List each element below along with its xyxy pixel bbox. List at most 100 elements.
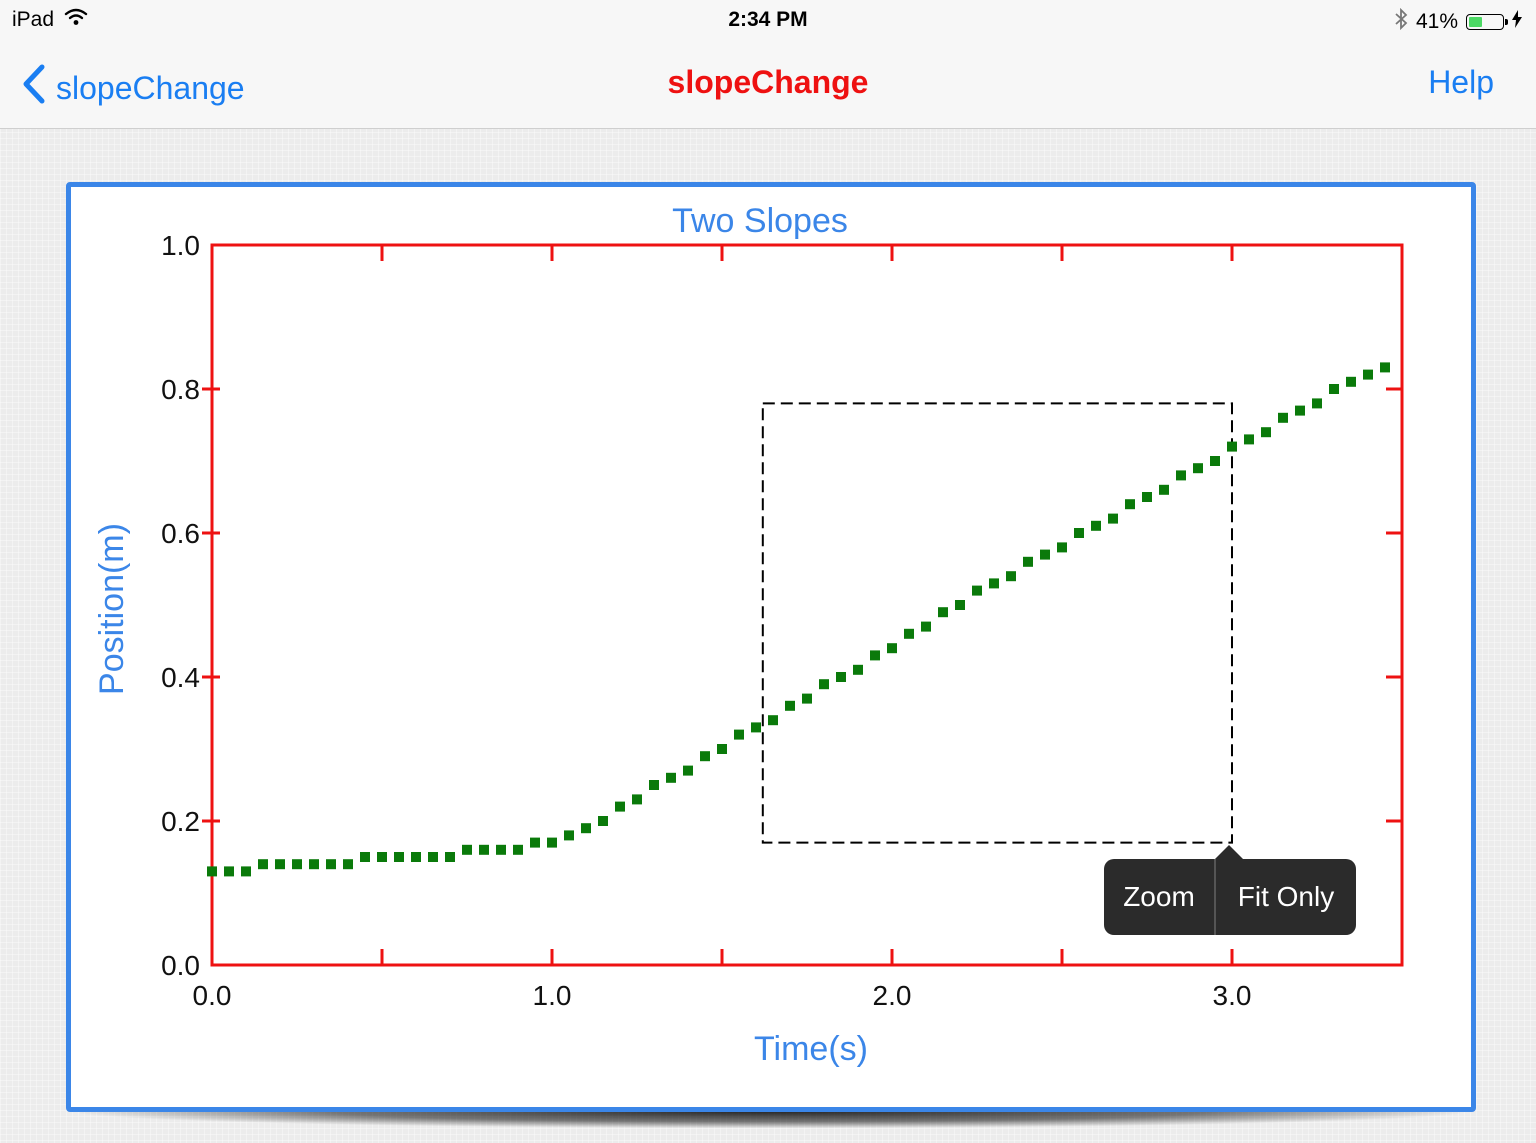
- data-point: [870, 650, 880, 661]
- data-point: [309, 859, 319, 870]
- data-point: [360, 852, 370, 862]
- data-point: [1329, 384, 1339, 394]
- data-point: [513, 844, 523, 855]
- data-point: [989, 578, 999, 589]
- data-point: [1261, 427, 1271, 438]
- y-tick-label: 0.4: [161, 662, 200, 693]
- data-point: [1125, 499, 1135, 510]
- device-name: iPad: [12, 8, 55, 31]
- data-point: [581, 823, 591, 834]
- data-point: [428, 852, 438, 862]
- data-point: [326, 859, 336, 870]
- data-point: [1108, 513, 1118, 524]
- data-point: [904, 628, 914, 639]
- data-point: [1142, 492, 1152, 502]
- data-point: [887, 643, 897, 654]
- data-point: [1023, 556, 1033, 567]
- y-tick-label: 0.6: [161, 518, 200, 549]
- data-point: [224, 866, 234, 877]
- data-point: [1295, 405, 1305, 416]
- chart-panel: Two Slopes 0.0 1.0 2.0 3.0 0.0 0.2 0.4 0.6 0.8 1.…: [66, 182, 1476, 1112]
- status-bar: iPad 2:34 PM 41%: [0, 0, 1536, 40]
- charging-icon: [1512, 10, 1522, 34]
- data-point: [275, 859, 285, 870]
- data-point: [751, 722, 761, 733]
- zoom-button[interactable]: Zoom: [1104, 859, 1216, 935]
- data-point: [377, 852, 387, 862]
- bluetooth-icon: [1394, 7, 1408, 36]
- battery-percent: 41%: [1415, 10, 1458, 33]
- plot-frame: [210, 243, 1404, 967]
- data-point: [1227, 441, 1237, 452]
- data-point: [1346, 376, 1356, 387]
- data-point: [1363, 369, 1373, 380]
- data-point: [615, 801, 625, 812]
- navigation-bar: slopeChange slopeChange Help: [0, 40, 1536, 129]
- data-point: [853, 664, 863, 675]
- x-axis-title: Time(s): [754, 1030, 868, 1068]
- data-point: [1074, 528, 1084, 538]
- data-point: [258, 859, 268, 870]
- y-axis-title: Position(m): [93, 523, 131, 695]
- data-point: [343, 859, 353, 870]
- data-point: [1244, 434, 1254, 445]
- data-point: [819, 679, 829, 690]
- chart-title: Two Slopes: [672, 202, 848, 240]
- y-tick-label: 0.8: [161, 374, 200, 405]
- data-point: [1159, 484, 1169, 495]
- x-tick-label: 3.0: [1213, 980, 1252, 1011]
- data-point: [1312, 398, 1322, 409]
- y-tick-label: 0.2: [161, 806, 200, 837]
- status-time: 2:34 PM: [728, 8, 808, 31]
- data-point: [394, 852, 404, 862]
- x-tick-label: 1.0: [533, 980, 572, 1011]
- data-point: [598, 816, 608, 826]
- fit-only-button[interactable]: Fit Only: [1237, 881, 1335, 912]
- data-point: [1057, 542, 1067, 553]
- data-point: [207, 866, 217, 877]
- chevron-left-icon: [22, 64, 46, 112]
- data-point: [734, 729, 744, 740]
- selection-rectangle: [761, 402, 1233, 844]
- data-point: [649, 780, 659, 790]
- data-point: [1040, 549, 1050, 560]
- data-point: [1380, 362, 1390, 373]
- data-point: [241, 866, 251, 877]
- data-point: [292, 859, 302, 870]
- status-right: 41%: [1394, 7, 1522, 36]
- back-button[interactable]: slopeChange: [22, 64, 245, 112]
- data-point: [530, 837, 540, 848]
- help-button[interactable]: Help: [1428, 64, 1494, 100]
- data-point: [411, 852, 421, 862]
- x-tick-label: 0.0: [193, 980, 232, 1011]
- battery-icon: [1466, 14, 1508, 30]
- data-point: [785, 700, 795, 711]
- wifi-icon: [64, 8, 88, 32]
- data-point: [547, 837, 557, 848]
- y-tick-label: 0.0: [161, 950, 200, 981]
- data-point: [972, 585, 982, 596]
- data-point: [1193, 463, 1203, 474]
- status-left: iPad: [12, 8, 88, 32]
- nav-title: slopeChange: [667, 64, 869, 100]
- data-point: [445, 852, 455, 862]
- data-point: [683, 765, 693, 776]
- chart[interactable]: Two Slopes 0.0 1.0 2.0 3.0 0.0 0.2 0.4 0.6 0.8 1.…: [71, 187, 1471, 1107]
- data-point: [564, 830, 574, 841]
- data-point: [1091, 520, 1101, 531]
- data-point: [768, 715, 778, 726]
- data-point: [802, 693, 812, 704]
- data-point: [462, 844, 472, 855]
- data-point: [717, 744, 727, 754]
- data-point: [938, 607, 948, 618]
- zoom-popup-menu: Zoom Fit Only: [1104, 845, 1356, 935]
- y-tick-label: 1.0: [161, 230, 200, 261]
- data-point: [836, 672, 846, 682]
- data-point: [1176, 470, 1186, 481]
- data-point: [1278, 412, 1288, 423]
- data-point: [700, 751, 710, 762]
- data-point: [479, 844, 489, 855]
- data-point: [1006, 571, 1016, 582]
- data-point: [632, 794, 642, 805]
- data-point: [666, 772, 676, 783]
